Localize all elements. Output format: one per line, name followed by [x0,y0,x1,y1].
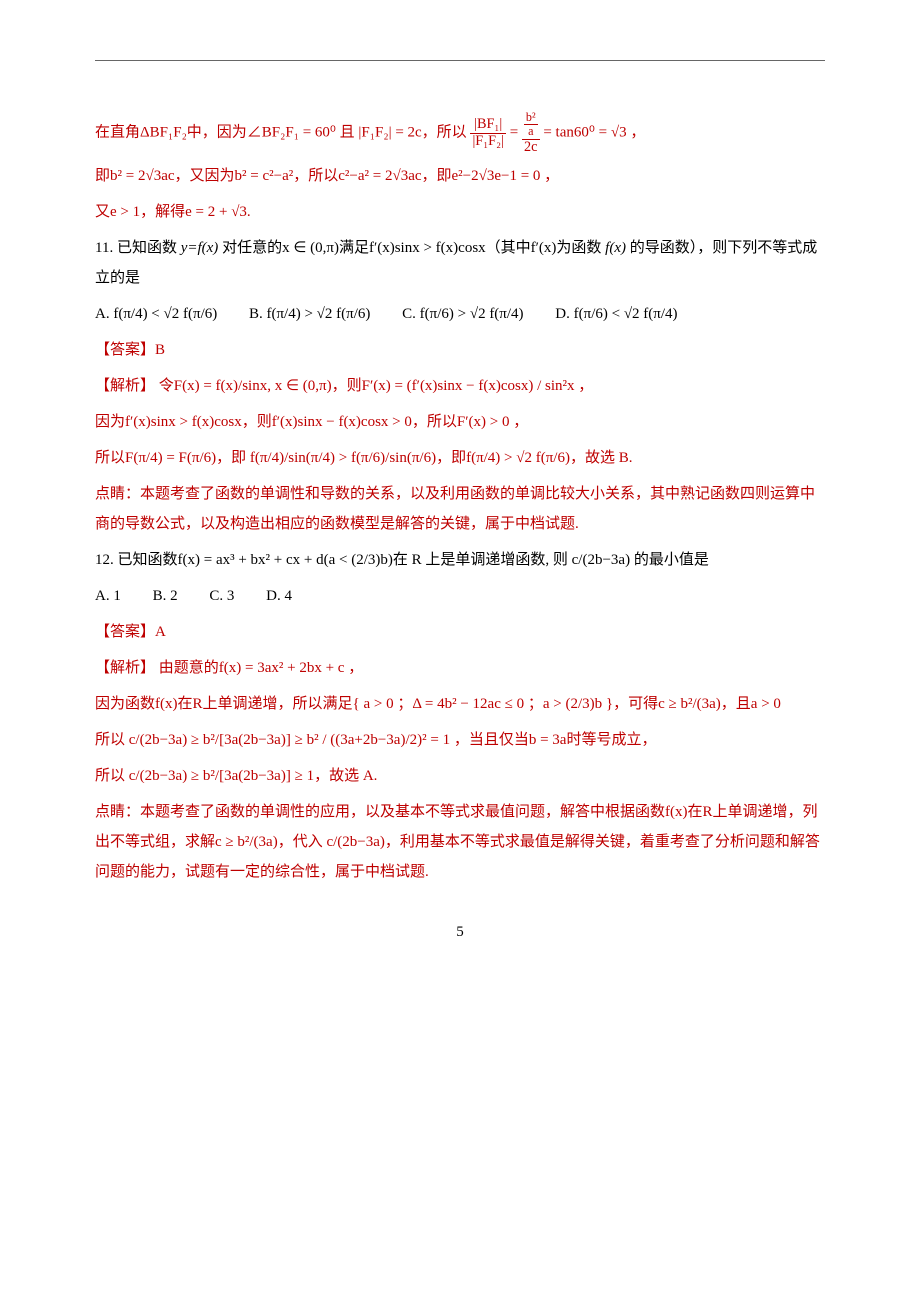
q11-stem: 11. 已知函数 y=f(x) 对任意的x ∈ (0,π)满足f′(x)sinx… [95,233,825,293]
q12-note: 点睛：本题考查了函数的单调性的应用，以及基本不等式求最值问题，解答中根据函数f(… [95,797,825,887]
q12-opt-a: A. 1 [95,588,121,604]
q11-opt-a: A. f(π/4) < √2 f(π/6) [95,306,217,322]
prior-sol-l2: 即b² = 2√3ac，又因为b² = c²−a²，所以c²−a² = 2√3a… [95,161,825,191]
q12-sol-2: 因为函数f(x)在R上单调递增，所以满足{ a > 0 ；Δ = 4b² − 1… [95,689,825,719]
q11-options: A. f(π/4) < √2 f(π/6) B. f(π/4) > √2 f(π… [95,299,825,329]
q12-sol-3: 所以 c/(2b−3a) ≥ b²/[3a(2b−3a)] ≥ b² / ((3… [95,725,825,755]
top-rule [95,60,825,61]
q12-stem: 12. 已知函数f(x) = ax³ + bx² + cx + d(a < (2… [95,545,825,575]
prior-sol-l1: 在直角ΔBF₁F₂中，因为∠BF₂F₁ = 60⁰ 且 |F₁F₂| = 2c，… [95,111,825,155]
q11-sol-2: 因为f′(x)sinx > f(x)cosx，则f′(x)sinx − f(x)… [95,407,825,437]
q11-sol-1: 【解析】 令F(x) = f(x)/sinx, x ∈ (0,π)，则F′(x)… [95,371,825,401]
q12-answer: 【答案】A [95,617,825,647]
q12-sol-4: 所以 c/(2b−3a) ≥ b²/[3a(2b−3a)] ≥ 1，故选 A. [95,761,825,791]
q12-opt-b: B. 2 [153,588,178,604]
q12-sol-1: 【解析】 由题意的f(x) = 3ax² + 2bx + c ， [95,653,825,683]
q12-opt-d: D. 4 [266,588,292,604]
q11-opt-c: C. f(π/6) > √2 f(π/4) [402,306,523,322]
q11-opt-b: B. f(π/4) > √2 f(π/6) [249,306,370,322]
prior-sol-l3: 又e > 1，解得e = 2 + √3. [95,197,825,227]
q11-opt-d: D. f(π/6) < √2 f(π/4) [555,306,677,322]
q11-sol-3: 所以F(π/4) = F(π/6)，即 f(π/4)/sin(π/4) > f(… [95,443,825,473]
q12-options: A. 1 B. 2 C. 3 D. 4 [95,581,825,611]
page-number: 5 [95,917,825,947]
q11-answer: 【答案】B [95,335,825,365]
q12-opt-c: C. 3 [209,588,234,604]
q11-note: 点睛：本题考查了函数的单调性和导数的关系，以及利用函数的单调比较大小关系，其中熟… [95,479,825,539]
